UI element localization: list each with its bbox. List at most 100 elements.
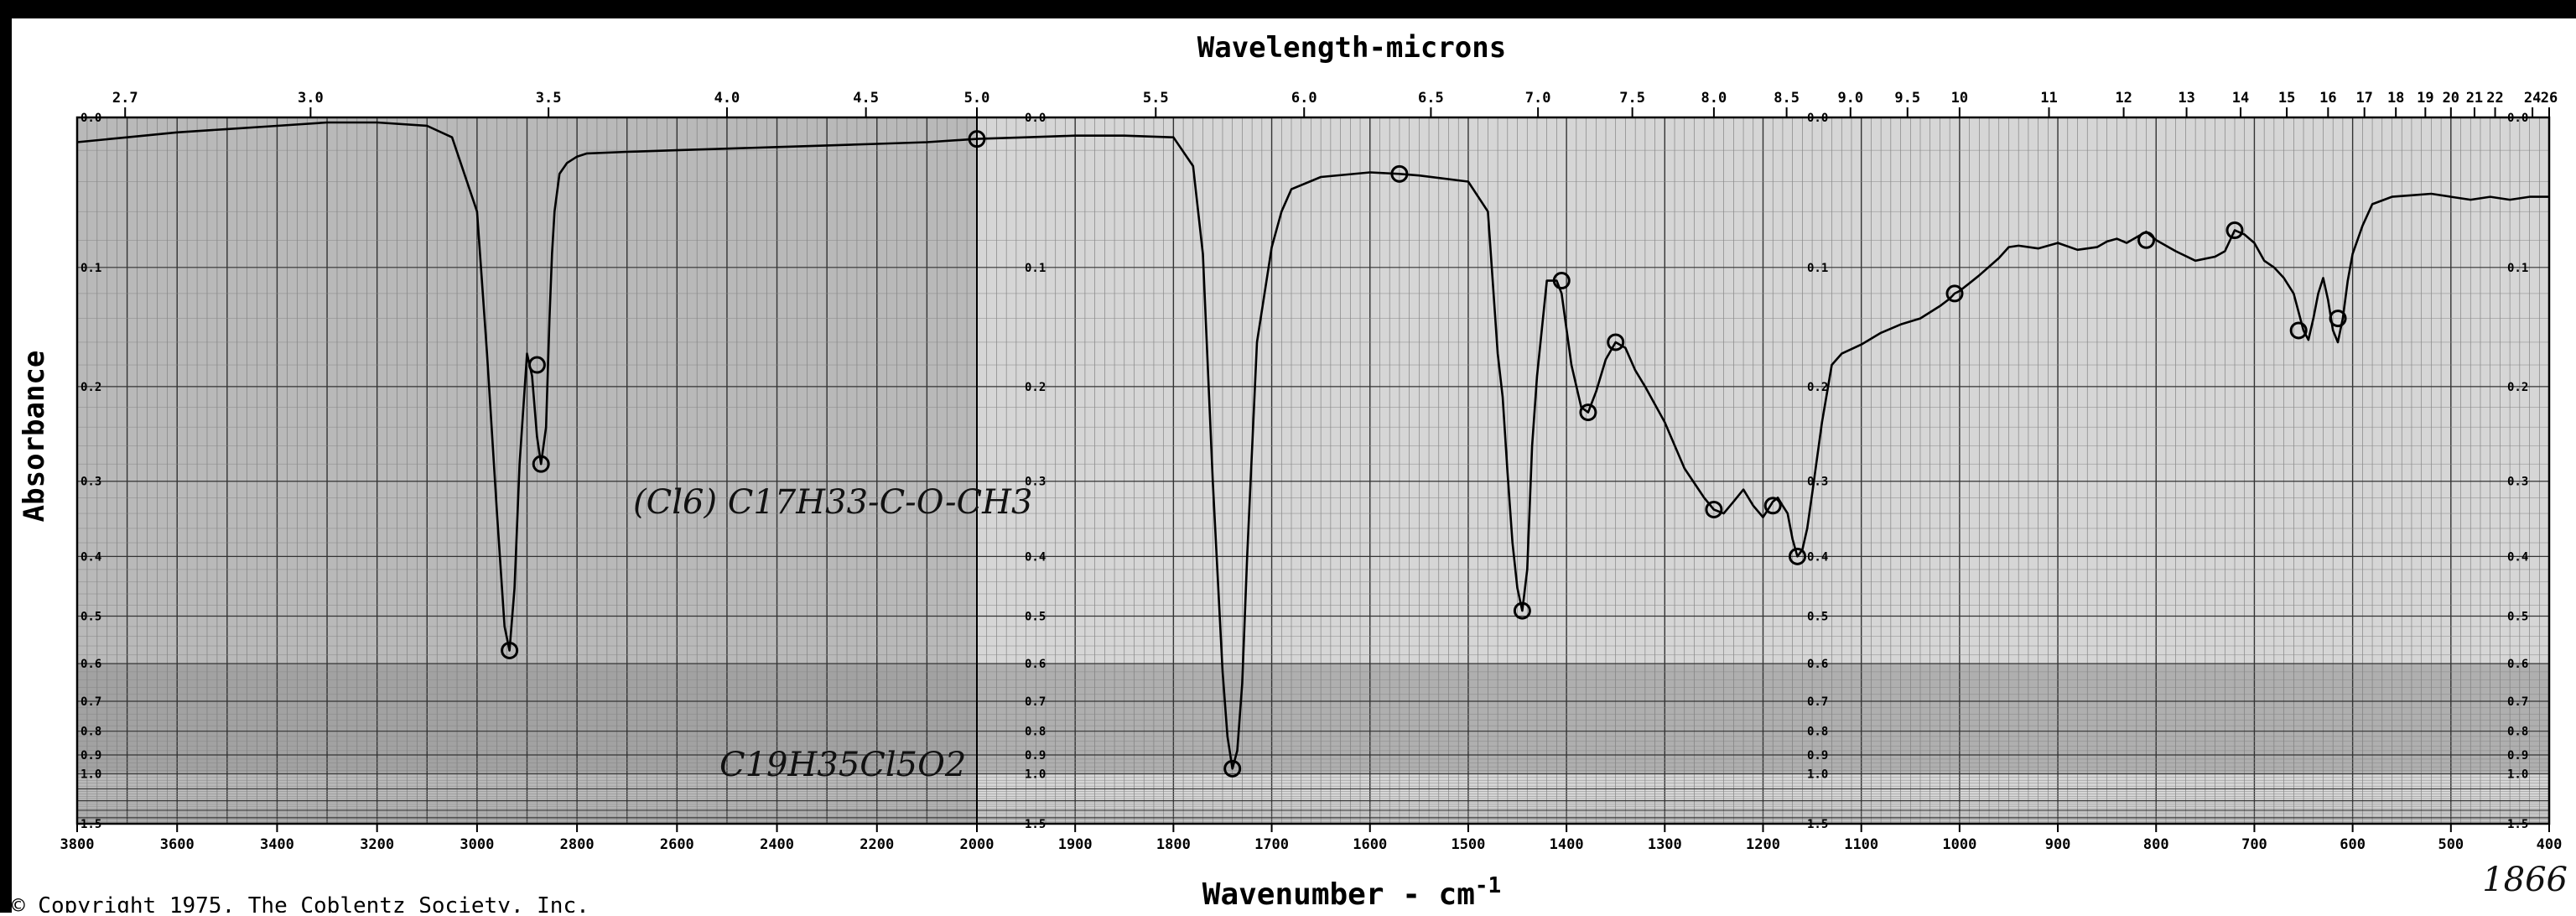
- plot-dark-band: [77, 664, 2549, 774]
- y-tick-label: 0.7: [1025, 695, 1046, 709]
- x-tick-label: 3800: [60, 836, 95, 853]
- y-tick-label: 0.9: [1807, 749, 1828, 762]
- y-tick-label: 1.5: [1807, 818, 1828, 831]
- peak-marker: [527, 356, 546, 374]
- wavelength-tick-label: 2.7: [112, 90, 138, 107]
- x-tick-label: 3000: [460, 836, 494, 853]
- y-tick-label: 0.1: [80, 262, 101, 275]
- peak-marker: [1607, 333, 1625, 351]
- x-axis-label: Wavenumber - cm-1: [1202, 873, 1501, 912]
- y-tick-label: 1.0: [1807, 768, 1828, 782]
- y-tick-label: 0.4: [1025, 550, 1046, 564]
- wavelength-tick-label: 11: [2040, 90, 2057, 107]
- y-tick-label: 1.5: [1025, 818, 1046, 831]
- wavelength-tick-label: 10: [1951, 90, 1968, 107]
- wavelength-tick-label: 17: [2355, 90, 2372, 107]
- y-tick-label: 0.6: [1025, 658, 1046, 671]
- peak-marker: [1579, 403, 1597, 422]
- chart-title: Wavelength-microns: [1197, 31, 1506, 65]
- wavelength-tick-label: 9.5: [1894, 90, 1920, 107]
- wavelength-tick-label: 8.0: [1701, 90, 1727, 107]
- x-tick-label: 1900: [1058, 836, 1093, 853]
- x-tick-label: 1100: [1844, 836, 1878, 853]
- y-tick-label: 0.3: [1807, 476, 1828, 489]
- y-tick-label: 0.6: [80, 658, 101, 671]
- x-axis-label-superscript: -1: [1475, 873, 1501, 898]
- peak-marker: [2329, 310, 2347, 328]
- y-tick-label: 0.3: [1025, 476, 1046, 489]
- x-tick-label: 3600: [160, 836, 195, 853]
- y-tick-label: 0.8: [1025, 726, 1046, 739]
- left-frame-bar: [0, 0, 12, 913]
- y-tick-label: 0.0: [80, 112, 101, 125]
- y-tick-label: 0.6: [1807, 658, 1828, 671]
- page-number: 1866: [2482, 861, 2568, 899]
- wavelength-tick-label: 3.5: [536, 90, 562, 107]
- x-tick-label: 1600: [1353, 836, 1387, 853]
- x-tick-label: 600: [2340, 836, 2366, 853]
- x-tick-label: 1300: [1648, 836, 1682, 853]
- y-tick-label: 1.5: [2507, 818, 2528, 831]
- y-tick-label: 0.5: [80, 611, 101, 624]
- x-tick-label: 2400: [760, 836, 794, 853]
- y-tick-label: 0.1: [1807, 262, 1828, 275]
- x-axis-label-main: Wavenumber - cm: [1202, 877, 1475, 912]
- wavelength-tick-label: 15: [2278, 90, 2295, 107]
- x-tick-label: 2800: [560, 836, 595, 853]
- wavelength-tick-label: 14: [2232, 90, 2249, 107]
- peak-marker: [2225, 221, 2244, 240]
- y-tick-label: 0.2: [1807, 381, 1828, 394]
- y-tick-label: 0.9: [80, 749, 101, 762]
- wavelength-tick-label: 26: [2541, 90, 2558, 107]
- y-tick-label: 1.0: [1025, 768, 1046, 782]
- y-axis-label: Absorbance: [18, 351, 51, 523]
- wavelength-tick-label: 12: [2115, 90, 2132, 107]
- wavelength-tick-label: 13: [2178, 90, 2194, 107]
- wavelength-tick-label: 5.5: [1143, 90, 1169, 107]
- x-tick-label: 3200: [360, 836, 394, 853]
- wavelength-tick-label: 4.5: [853, 90, 879, 107]
- wavelength-tick-label: 3.0: [298, 90, 324, 107]
- y-tick-label: 0.5: [2507, 611, 2528, 624]
- x-tick-label: 1500: [1451, 836, 1485, 853]
- wavelength-tick-label: 9.0: [1837, 90, 1863, 107]
- y-tick-label: 0.5: [1025, 611, 1046, 624]
- x-tick-label: 2600: [660, 836, 694, 853]
- wavelength-tick-label: 18: [2387, 90, 2404, 107]
- peak-marker: [1945, 284, 1964, 303]
- wavelength-tick-label: 7.5: [1619, 90, 1645, 107]
- y-tick-label: 0.3: [80, 476, 101, 489]
- x-tick-label: 400: [2537, 836, 2563, 853]
- x-tick-label: 1800: [1156, 836, 1191, 853]
- wavelength-tick-label: 8.5: [1774, 90, 1800, 107]
- wavelength-tick-label: 6.0: [1291, 90, 1317, 107]
- y-tick-label: 0.7: [80, 695, 101, 709]
- wavelength-tick-label: 6.5: [1418, 90, 1444, 107]
- compound-annotation: (Cl6) C17H33-C-O-CH3: [633, 483, 1032, 522]
- peak-marker: [1763, 497, 1782, 515]
- x-tick-label: 1400: [1550, 836, 1584, 853]
- y-tick-label: 0.0: [1807, 112, 1828, 125]
- peak-marker: [2137, 231, 2156, 249]
- y-tick-label: 1.5: [80, 818, 101, 831]
- x-tick-label: 2000: [960, 836, 995, 853]
- x-tick-label: 1200: [1746, 836, 1780, 853]
- y-tick-label: 0.4: [80, 550, 101, 564]
- y-tick-label: 0.2: [80, 381, 101, 394]
- peak-marker: [1513, 601, 1531, 620]
- x-tick-label: 700: [2241, 836, 2267, 853]
- wavelength-tick-label: 22: [2486, 90, 2503, 107]
- y-tick-label: 0.9: [1025, 749, 1046, 762]
- y-tick-label: 0.6: [2507, 658, 2528, 671]
- y-tick-label: 0.7: [1807, 695, 1828, 709]
- x-tick-label: 800: [2143, 836, 2169, 853]
- y-tick-label: 1.0: [80, 768, 101, 782]
- peak-marker: [532, 455, 550, 473]
- y-tick-label: 0.9: [2507, 749, 2528, 762]
- top-frame-bar: [0, 0, 2576, 18]
- x-tick-label: 1000: [1942, 836, 1976, 853]
- y-tick-label: 0.8: [80, 726, 101, 739]
- y-tick-label: 0.3: [2507, 476, 2528, 489]
- y-tick-label: 0.8: [1807, 726, 1828, 739]
